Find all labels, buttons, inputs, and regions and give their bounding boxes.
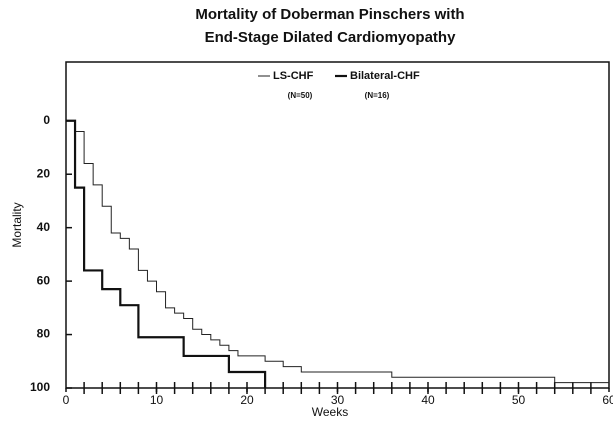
survival-line <box>66 119 267 388</box>
y-tick-label: 0 <box>43 113 50 127</box>
x-tick-label: 60 <box>602 393 613 407</box>
x-tick-label: 10 <box>150 393 164 407</box>
legend-n: (N=16) <box>365 91 390 100</box>
legend-n: (N=50) <box>288 91 313 100</box>
x-axis-label: Weeks <box>312 405 348 419</box>
x-tick-label: 20 <box>240 393 254 407</box>
y-tick-label: 40 <box>37 220 51 234</box>
x-tick-label: 0 <box>63 393 70 407</box>
survival-line <box>66 120 609 384</box>
legend-label: LS-CHF <box>273 70 314 82</box>
y-tick-label: 60 <box>37 273 51 287</box>
x-tick-label: 40 <box>421 393 435 407</box>
chart-title: End-Stage Dilated Cardiomyopathy <box>205 29 457 46</box>
x-tick-label: 30 <box>331 393 345 407</box>
y-tick-label: 20 <box>37 166 51 180</box>
legend-label: Bilateral-CHF <box>350 70 420 82</box>
x-tick-label: 50 <box>512 393 526 407</box>
plot-frame <box>65 61 610 389</box>
y-axis-label: Mortality <box>10 202 24 247</box>
y-tick-label: 100 <box>30 380 50 394</box>
y-tick-label: 80 <box>37 327 51 341</box>
chart-title: Mortality of Doberman Pinschers with <box>195 6 464 23</box>
